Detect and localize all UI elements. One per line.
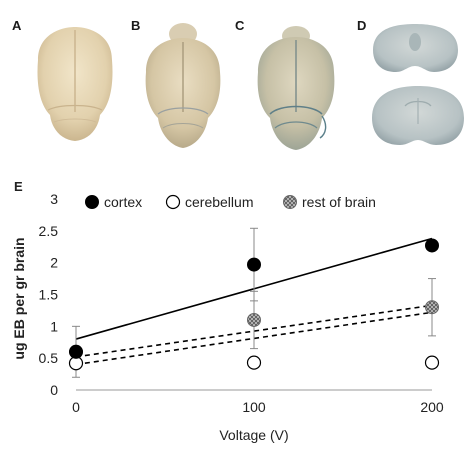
x-tick-label: 0 <box>72 399 80 415</box>
legend-marker-rest-of-brain <box>283 195 297 209</box>
point-rest-of-brain <box>247 312 261 327</box>
legend-label-cerebellum: cerebellum <box>185 194 253 210</box>
panel-label-a: A <box>12 18 22 33</box>
trendline-rest-of-brain <box>75 304 433 358</box>
error-bars <box>72 227 436 378</box>
brain-photo-c <box>257 26 335 150</box>
y-tick-label: 1.5 <box>39 287 59 303</box>
y-axis-title: ug EB per gr brain <box>11 237 27 359</box>
brain-slice-photo-top <box>373 24 458 72</box>
y-tick-label: 3 <box>50 191 58 207</box>
point-cortex <box>247 257 261 272</box>
trendline-extra <box>75 311 433 366</box>
point-cortex <box>69 344 83 359</box>
point-cortex <box>425 238 439 253</box>
chart-axes: 0 0.5 1 1.5 2 2.5 3 0 100 200 Voltage (V) ug EB per… <box>11 191 444 443</box>
y-tick-label: 1 <box>50 318 58 334</box>
chart-legend: cortex cerebellum rest of brain <box>85 194 376 210</box>
panel-label-d: D <box>357 18 367 33</box>
brain-photo-a <box>37 27 113 141</box>
legend-label-rest-of-brain: rest of brain <box>302 194 376 210</box>
legend-label-cortex: cortex <box>104 194 142 210</box>
brain-photo-b <box>145 23 221 148</box>
legend-marker-cerebellum <box>165 194 181 210</box>
y-tick-label: 2 <box>50 255 58 271</box>
eb-chart: E 0 0.5 1 1.5 2 2.5 3 0 100 200 Voltage (V) ug EB p… <box>11 179 444 443</box>
y-tick-label: 0 <box>50 382 58 398</box>
y-tick-label: 2.5 <box>39 223 59 239</box>
brain-slice-photo-bottom <box>372 86 464 145</box>
y-tick-label: 0.5 <box>39 350 59 366</box>
panel-label-e: E <box>14 179 23 194</box>
point-cerebellum <box>424 355 440 370</box>
x-tick-label: 100 <box>242 399 266 415</box>
panel-label-b: B <box>131 18 141 33</box>
photo-panels: A B C D <box>0 0 474 165</box>
data-markers <box>68 238 440 371</box>
x-tick-label: 200 <box>420 399 444 415</box>
panel-label-c: C <box>235 18 245 33</box>
point-cerebellum <box>246 355 262 370</box>
legend-marker-cortex <box>85 195 99 209</box>
point-rest-of-brain <box>425 300 439 315</box>
photo-panels-drawing <box>37 23 464 150</box>
x-axis-title: Voltage (V) <box>219 427 288 443</box>
